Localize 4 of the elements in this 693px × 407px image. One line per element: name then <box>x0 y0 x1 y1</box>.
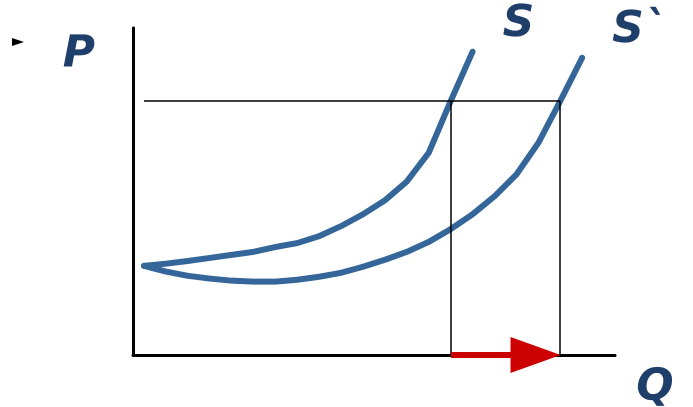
x-axis-title: Q <box>636 360 674 407</box>
series-label: S` <box>612 2 666 54</box>
series-label: S <box>502 0 534 48</box>
y-axis-title: P <box>62 26 95 78</box>
